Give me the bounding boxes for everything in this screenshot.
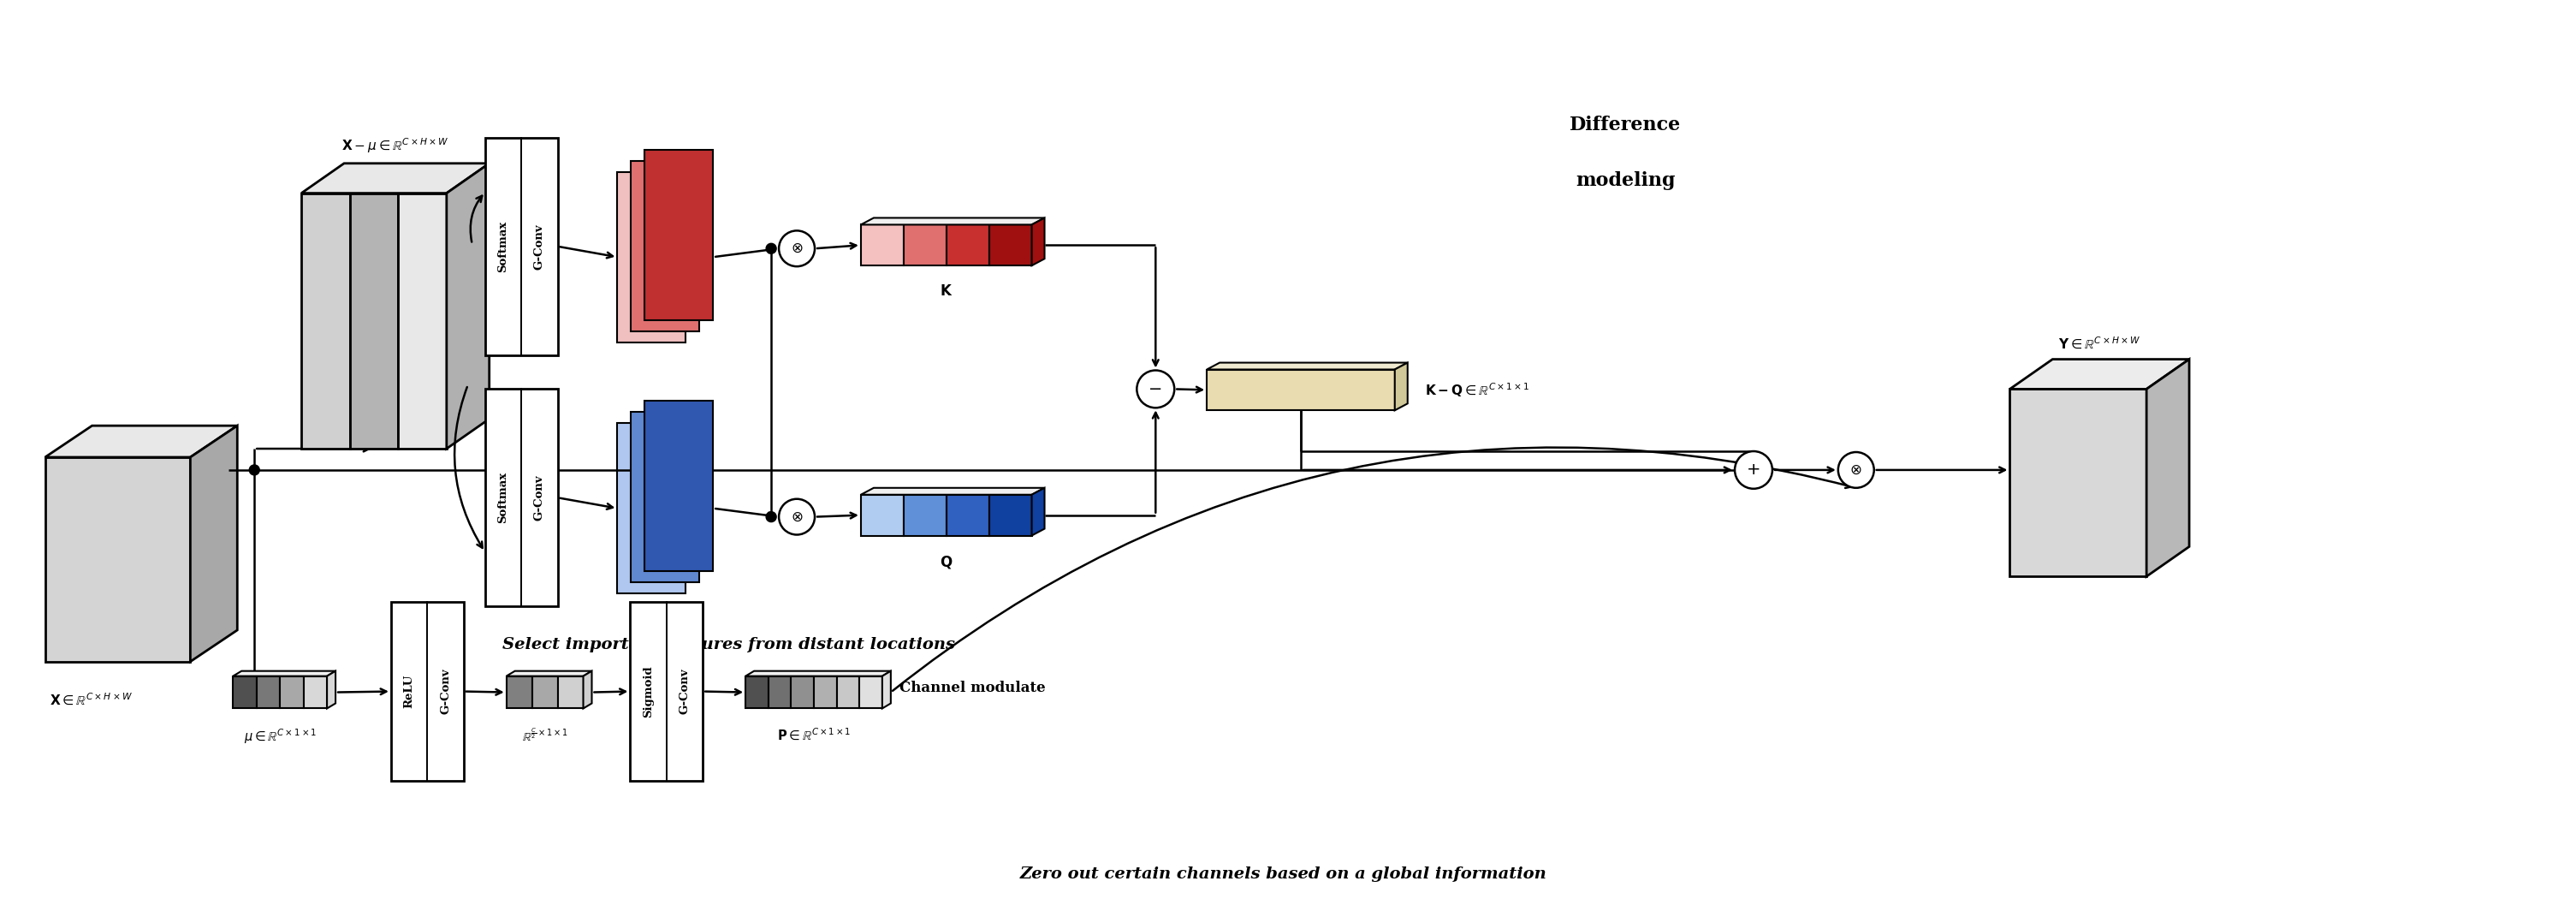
Polygon shape — [989, 225, 1033, 266]
Text: Difference: Difference — [1569, 116, 1682, 135]
Polygon shape — [399, 193, 446, 449]
Text: Zero out certain channels based on a global information: Zero out certain channels based on a glo… — [1020, 867, 1548, 882]
Polygon shape — [350, 193, 399, 449]
Text: modeling: modeling — [1577, 171, 1674, 189]
Polygon shape — [507, 676, 533, 709]
Polygon shape — [791, 676, 814, 709]
FancyArrowPatch shape — [894, 447, 1852, 691]
Polygon shape — [744, 671, 891, 676]
Polygon shape — [631, 412, 701, 582]
FancyBboxPatch shape — [484, 389, 556, 606]
Text: Channel modulate: Channel modulate — [899, 681, 1046, 695]
Polygon shape — [1033, 218, 1043, 266]
Polygon shape — [232, 671, 335, 676]
Text: ⊗: ⊗ — [791, 241, 804, 256]
Polygon shape — [1394, 363, 1406, 410]
Text: $\mathbf{P} \in \mathbb{R}^{C\times1\times1}$: $\mathbf{P} \in \mathbb{R}^{C\times1\tim… — [778, 727, 850, 742]
Polygon shape — [507, 671, 592, 676]
Text: G-Conv: G-Conv — [440, 669, 451, 714]
Polygon shape — [814, 676, 837, 709]
Text: $\mathbf{X} \in \mathbb{R}^{C\times H\times W}$: $\mathbf{X} \in \mathbb{R}^{C\times H\ti… — [49, 691, 131, 707]
Text: $\mathbf{Y} \in \mathbb{R}^{C\times H\times W}$: $\mathbf{Y} \in \mathbb{R}^{C\times H\ti… — [2058, 335, 2141, 351]
Polygon shape — [533, 676, 556, 709]
Polygon shape — [191, 425, 237, 661]
Polygon shape — [860, 225, 904, 266]
Polygon shape — [1206, 370, 1394, 410]
Polygon shape — [232, 676, 258, 709]
Text: G-Conv: G-Conv — [533, 475, 546, 520]
Text: $\mathbf{Q}$: $\mathbf{Q}$ — [940, 554, 953, 570]
Polygon shape — [837, 676, 860, 709]
Text: Softmax: Softmax — [497, 220, 507, 272]
Text: $\mu \in \mathbb{R}^{C\times1\times1}$: $\mu \in \mathbb{R}^{C\times1\times1}$ — [245, 727, 317, 746]
Polygon shape — [46, 457, 191, 661]
Polygon shape — [1206, 363, 1406, 370]
Text: $\mathbf{K-Q} \in \mathbb{R}^{C\times1\times1}$: $\mathbf{K-Q} \in \mathbb{R}^{C\times1\t… — [1425, 381, 1530, 399]
Text: G-Conv: G-Conv — [680, 669, 690, 714]
Polygon shape — [618, 172, 685, 343]
Polygon shape — [644, 149, 714, 320]
Polygon shape — [860, 488, 1043, 495]
Text: $\mathbb{R}^{\frac{C}{2}\times1\times1}$: $\mathbb{R}^{\frac{C}{2}\times1\times1}$ — [523, 727, 567, 743]
Polygon shape — [860, 218, 1043, 225]
Polygon shape — [556, 676, 582, 709]
Polygon shape — [446, 163, 489, 449]
FancyBboxPatch shape — [392, 602, 464, 781]
Polygon shape — [1033, 488, 1043, 536]
Circle shape — [1839, 452, 1873, 488]
Polygon shape — [582, 671, 592, 709]
Text: $\mathbf{X}-\mu \in \mathbb{R}^{C\times H\times W}$: $\mathbf{X}-\mu \in \mathbb{R}^{C\times … — [343, 137, 448, 155]
Polygon shape — [881, 671, 891, 709]
Polygon shape — [281, 676, 304, 709]
Text: Softmax: Softmax — [497, 472, 507, 524]
Polygon shape — [304, 676, 327, 709]
Polygon shape — [860, 495, 904, 536]
Polygon shape — [2009, 389, 2146, 577]
Circle shape — [778, 230, 814, 266]
Polygon shape — [945, 225, 989, 266]
Text: ReLU: ReLU — [404, 674, 415, 708]
Polygon shape — [945, 495, 989, 536]
Polygon shape — [327, 671, 335, 709]
Circle shape — [1136, 371, 1175, 408]
Circle shape — [778, 499, 814, 535]
Text: $\mathbf{K}$: $\mathbf{K}$ — [940, 284, 953, 299]
Polygon shape — [46, 425, 237, 457]
Polygon shape — [301, 163, 489, 193]
Circle shape — [1734, 451, 1772, 488]
Polygon shape — [989, 495, 1033, 536]
FancyBboxPatch shape — [631, 602, 703, 781]
Text: Select important features from distant locations: Select important features from distant l… — [502, 637, 956, 652]
FancyArrowPatch shape — [453, 387, 482, 548]
Text: −: − — [1149, 381, 1162, 397]
FancyBboxPatch shape — [484, 138, 556, 355]
Text: Sigmoid: Sigmoid — [644, 665, 654, 717]
Circle shape — [250, 465, 260, 476]
Polygon shape — [631, 161, 701, 331]
Polygon shape — [258, 676, 281, 709]
Polygon shape — [2146, 359, 2190, 577]
Polygon shape — [2009, 359, 2190, 389]
Polygon shape — [744, 676, 768, 709]
Polygon shape — [618, 423, 685, 593]
Circle shape — [765, 512, 775, 522]
Text: ⊗: ⊗ — [1850, 462, 1862, 477]
FancyArrowPatch shape — [471, 196, 482, 242]
Polygon shape — [644, 401, 714, 571]
Text: +: + — [1747, 462, 1759, 478]
Polygon shape — [301, 193, 350, 449]
Polygon shape — [904, 495, 945, 536]
Polygon shape — [904, 225, 945, 266]
Circle shape — [765, 243, 775, 253]
Text: ⊗: ⊗ — [791, 509, 804, 525]
Polygon shape — [768, 676, 791, 709]
Polygon shape — [860, 676, 881, 709]
Text: G-Conv: G-Conv — [533, 223, 546, 270]
